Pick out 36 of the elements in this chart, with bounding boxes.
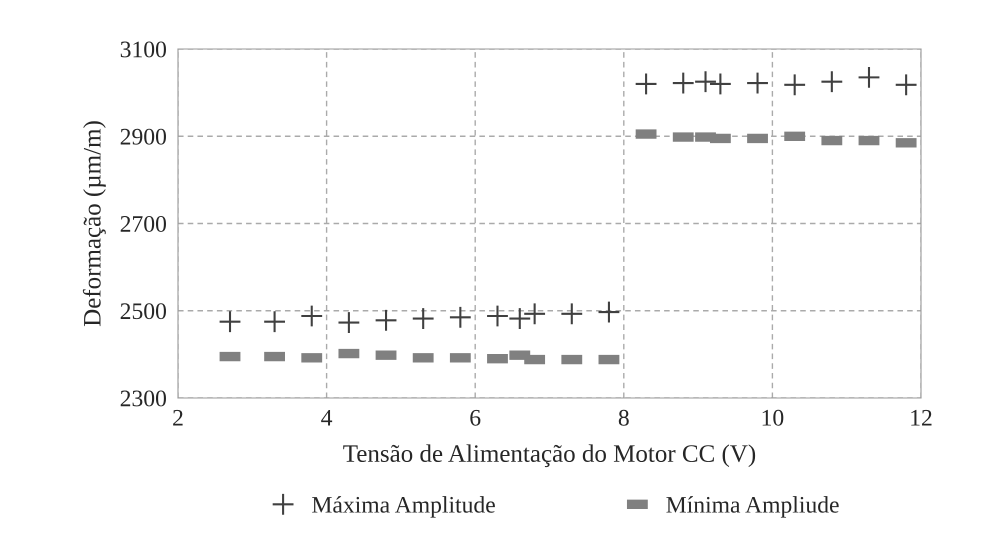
point (858, 66, 880, 88)
point (376, 310, 396, 331)
point (672, 72, 694, 94)
point (220, 311, 240, 332)
point (710, 73, 731, 94)
y-tick-label: 2300 (120, 390, 166, 406)
point (598, 302, 620, 322)
point (747, 72, 768, 94)
legend-label: Mínima Ampliude (666, 496, 839, 518)
point (301, 306, 322, 326)
point (412, 308, 434, 330)
point (487, 306, 508, 326)
point (636, 73, 657, 94)
y-tick-label: 2900 (120, 128, 166, 145)
x-axis-title: Tensão de Alimentação do Motor CC (V) (343, 444, 756, 468)
point (450, 306, 471, 328)
point (896, 74, 917, 96)
point (695, 71, 716, 92)
x-tick-label: 2 (173, 410, 183, 426)
legend-label: Máxima Amplitude (312, 496, 495, 518)
y-axis-title: Deformação (µm/m) (82, 121, 106, 326)
point (784, 74, 806, 96)
y-tick-label: 2500 (120, 303, 166, 320)
x-tick-label: 8 (618, 410, 629, 426)
y-tick-label: 3100 (120, 41, 166, 58)
point (524, 303, 546, 324)
x-tick-label: 4 (321, 410, 332, 426)
x-tick-label: 6 (470, 410, 480, 426)
point (264, 311, 286, 332)
point (509, 308, 530, 330)
x-tick-label: 12 (911, 410, 932, 426)
point (561, 303, 582, 324)
point (338, 312, 360, 333)
y-tick-label: 2700 (120, 216, 166, 232)
point (821, 71, 842, 92)
x-tick-label: 10 (762, 410, 784, 426)
